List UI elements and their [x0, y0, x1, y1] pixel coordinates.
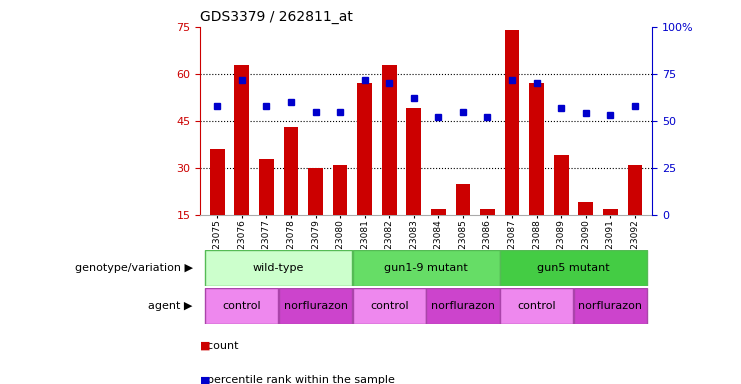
Text: gun5 mutant: gun5 mutant — [537, 263, 610, 273]
Text: norflurazon: norflurazon — [431, 301, 495, 311]
Bar — [456, 184, 471, 215]
Bar — [628, 165, 642, 215]
Text: agent ▶: agent ▶ — [148, 301, 193, 311]
Bar — [579, 202, 593, 215]
Bar — [259, 159, 273, 215]
Text: GDS3379 / 262811_at: GDS3379 / 262811_at — [200, 10, 353, 25]
Text: ■: ■ — [200, 341, 210, 351]
Bar — [279, 288, 352, 324]
Bar — [357, 83, 372, 215]
Bar — [234, 65, 249, 215]
Bar — [205, 288, 279, 324]
Text: control: control — [517, 301, 556, 311]
Bar — [333, 165, 348, 215]
Bar — [603, 209, 618, 215]
Text: count: count — [200, 341, 239, 351]
Bar — [500, 288, 574, 324]
Text: norflurazon: norflurazon — [578, 301, 642, 311]
Bar — [353, 250, 499, 286]
Text: genotype/variation ▶: genotype/variation ▶ — [75, 263, 193, 273]
Text: gun1-9 mutant: gun1-9 mutant — [384, 263, 468, 273]
Text: norflurazon: norflurazon — [284, 301, 348, 311]
Text: ■: ■ — [200, 375, 210, 384]
Bar — [353, 288, 426, 324]
Text: control: control — [370, 301, 408, 311]
Text: control: control — [222, 301, 261, 311]
Bar — [210, 149, 225, 215]
Bar — [426, 288, 499, 324]
Bar — [205, 250, 352, 286]
Bar — [480, 209, 495, 215]
Bar — [529, 83, 544, 215]
Bar — [308, 168, 323, 215]
Bar — [382, 65, 396, 215]
Bar — [500, 250, 647, 286]
Text: percentile rank within the sample: percentile rank within the sample — [200, 375, 395, 384]
Bar — [505, 30, 519, 215]
Bar — [574, 288, 647, 324]
Bar — [284, 127, 299, 215]
Bar — [431, 209, 446, 215]
Bar — [406, 108, 421, 215]
Bar — [554, 156, 568, 215]
Text: wild-type: wild-type — [253, 263, 305, 273]
